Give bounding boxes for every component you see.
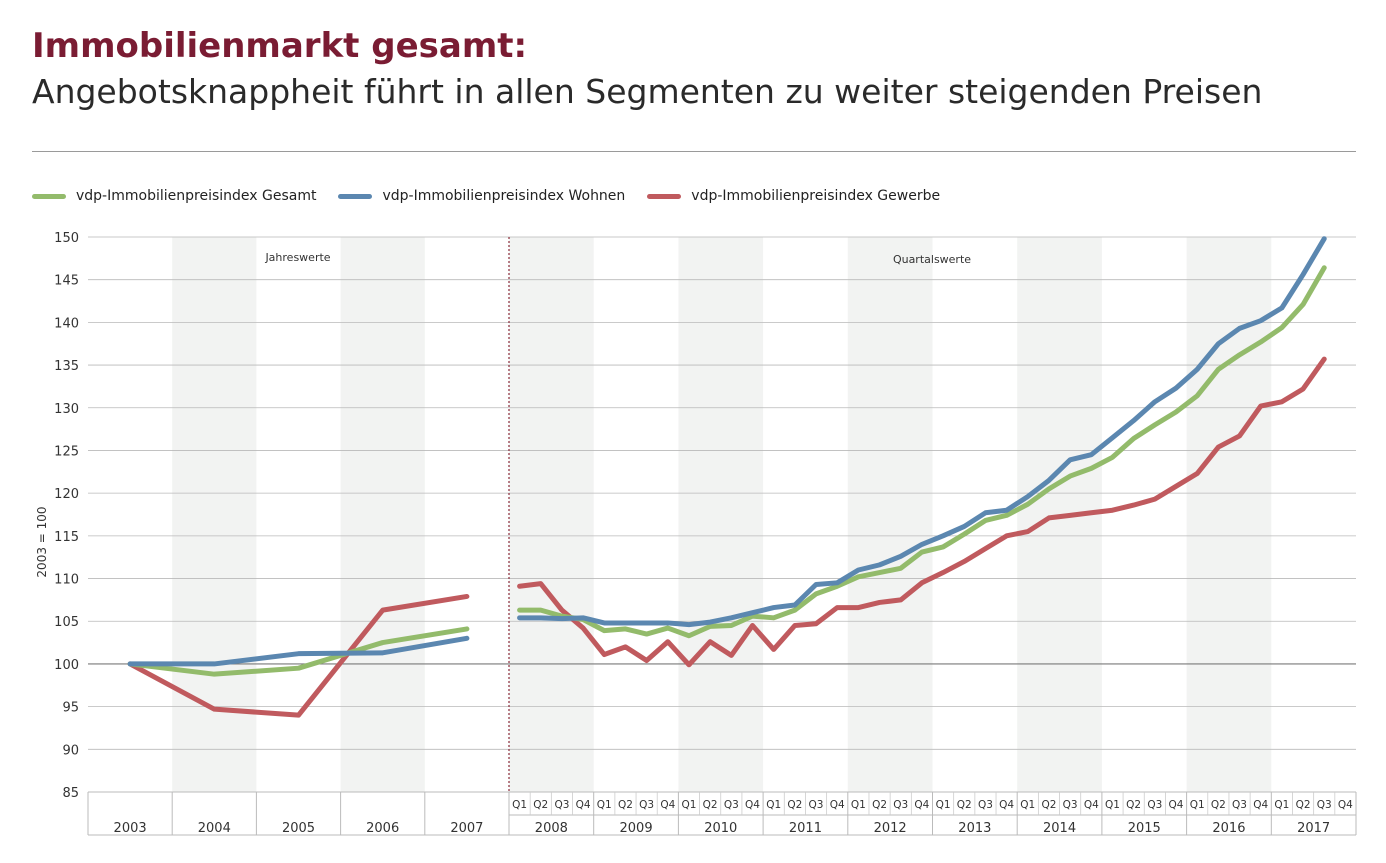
x-tick-label-quarter: Q1	[1274, 799, 1289, 811]
legend-swatch-wohnen	[338, 193, 373, 199]
x-tick-label-quarter: Q2	[1041, 799, 1056, 811]
y-tick-label: 105	[54, 615, 79, 630]
x-tick-label-quarter: Q4	[576, 799, 591, 811]
x-tick-label-year: 2010	[704, 821, 737, 836]
y-axis-label: 2003 = 100	[35, 506, 49, 577]
legend-swatch-gesamt	[32, 193, 66, 199]
x-tick-label-year: 2011	[789, 821, 822, 836]
x-tick-label-quarter: Q2	[618, 799, 633, 811]
x-tick-label-quarter: Q1	[682, 799, 697, 811]
x-tick-label-quarter: Q3	[1063, 799, 1078, 811]
shade-band	[172, 237, 257, 792]
x-tick-label-quarter: Q2	[872, 799, 887, 811]
series-line-quarterly-gesamt	[517, 265, 1327, 639]
y-tick-label: 145	[54, 274, 79, 289]
x-tick-label-year: 2008	[535, 821, 568, 836]
legend-label-gesamt: vdp-Immobilienpreisindex Gesamt	[76, 188, 317, 204]
x-tick-label-quarter: Q1	[1190, 799, 1205, 811]
legend-item-gesamt: vdp-Immobilienpreisindex Gesamt	[32, 188, 316, 204]
x-tick-label-quarter: Q2	[787, 799, 802, 811]
x-tick-label-quarter: Q1	[1020, 799, 1035, 811]
x-tick-label-quarter: Q1	[1105, 799, 1120, 811]
x-tick-label-quarter: Q1	[512, 799, 527, 811]
shade-band	[340, 237, 425, 792]
x-tick-label-year: 2006	[366, 821, 399, 836]
x-tick-label-quarter: Q4	[745, 799, 760, 811]
x-tick-label-quarter: Q4	[830, 799, 845, 811]
series-line-quarterly-gewerbe	[517, 356, 1327, 668]
page-title: Immobilienmarkt gesamt:	[32, 26, 528, 66]
x-tick-label-quarter: Q4	[999, 799, 1014, 811]
x-tick-label-quarter: Q4	[1169, 799, 1184, 811]
x-tick-label-quarter: Q2	[1211, 799, 1226, 811]
x-tick-label-quarter: Q2	[1296, 799, 1311, 811]
x-tick-label-year: 2004	[198, 821, 231, 836]
shade-band	[678, 237, 764, 792]
shade-band	[1186, 237, 1272, 792]
x-tick-label-year: 2013	[958, 821, 991, 836]
x-tick-label-quarter: Q3	[554, 799, 569, 811]
y-tick-label: 125	[54, 444, 79, 459]
series-line-annual-gesamt	[127, 626, 470, 677]
y-tick-label: 110	[54, 573, 79, 588]
y-tick-label: 85	[62, 786, 79, 801]
x-tick-label-year: 2015	[1128, 821, 1161, 836]
y-tick-label: 115	[54, 530, 79, 545]
x-tick-label-quarter: Q3	[724, 799, 739, 811]
x-tick-label-quarter: Q3	[1232, 799, 1247, 811]
x-tick-label-year: 2005	[282, 821, 315, 836]
x-tick-label-quarter: Q3	[1147, 799, 1162, 811]
y-tick-label: 150	[54, 231, 79, 246]
x-tick-label-quarter: Q1	[766, 799, 781, 811]
quarterly-section-label: Quartalswerte	[893, 253, 971, 266]
x-tick-label-quarter: Q2	[703, 799, 718, 811]
x-tick-label-quarter: Q4	[1338, 799, 1353, 811]
x-tick-label-year: 2012	[874, 821, 907, 836]
legend-item-wohnen: vdp-Immobilienpreisindex Wohnen	[338, 188, 625, 204]
legend-swatch-gewerbe	[647, 193, 682, 199]
x-tick-label-quarter: Q4	[914, 799, 929, 811]
title-divider	[32, 151, 1356, 152]
y-tick-label: 90	[62, 743, 79, 758]
legend-label-wohnen: vdp-Immobilienpreisindex Wohnen	[382, 188, 626, 204]
x-tick-label-quarter: Q4	[1253, 799, 1268, 811]
x-tick-label-year: 2009	[620, 821, 653, 836]
x-tick-label-quarter: Q4	[660, 799, 675, 811]
y-tick-label: 120	[54, 487, 79, 502]
y-tick-label: 100	[54, 658, 79, 673]
x-tick-label-year: 2017	[1297, 821, 1330, 836]
x-tick-label-quarter: Q3	[639, 799, 654, 811]
x-tick-label-quarter: Q3	[893, 799, 908, 811]
page-subtitle: Angebotsknappheit führt in allen Segment…	[32, 72, 1263, 111]
series-line-annual-wohnen	[127, 635, 470, 667]
shade-band	[509, 237, 594, 792]
x-tick-label-year: 2007	[450, 821, 483, 836]
x-tick-label-quarter: Q1	[851, 799, 866, 811]
series-line-quarterly-wohnen	[517, 236, 1327, 628]
x-tick-label-quarter: Q2	[957, 799, 972, 811]
x-tick-label-quarter: Q1	[936, 799, 951, 811]
x-tick-label-quarter: Q4	[1084, 799, 1099, 811]
x-tick-label-quarter: Q1	[597, 799, 612, 811]
y-tick-label: 95	[62, 701, 79, 716]
y-tick-label: 135	[54, 359, 79, 374]
x-tick-label-year: 2003	[114, 821, 147, 836]
series-line-annual-gewerbe	[127, 593, 470, 718]
y-tick-label: 130	[54, 402, 79, 417]
y-tick-label: 140	[54, 316, 79, 331]
chart-legend: vdp-Immobilienpreisindex Gesamt vdp-Immo…	[32, 188, 962, 204]
legend-label-gewerbe: vdp-Immobilienpreisindex Gewerbe	[691, 188, 941, 204]
shade-band	[847, 237, 933, 792]
x-tick-label-quarter: Q3	[809, 799, 824, 811]
x-tick-label-quarter: Q3	[1317, 799, 1332, 811]
x-tick-label-quarter: Q3	[978, 799, 993, 811]
x-tick-label-year: 2014	[1043, 821, 1076, 836]
x-tick-label-year: 2016	[1212, 821, 1245, 836]
legend-item-gewerbe: vdp-Immobilienpreisindex Gewerbe	[647, 188, 940, 204]
x-tick-label-quarter: Q2	[1126, 799, 1141, 811]
annual-section-label: Jahreswerte	[264, 251, 330, 264]
x-tick-label-quarter: Q2	[533, 799, 548, 811]
